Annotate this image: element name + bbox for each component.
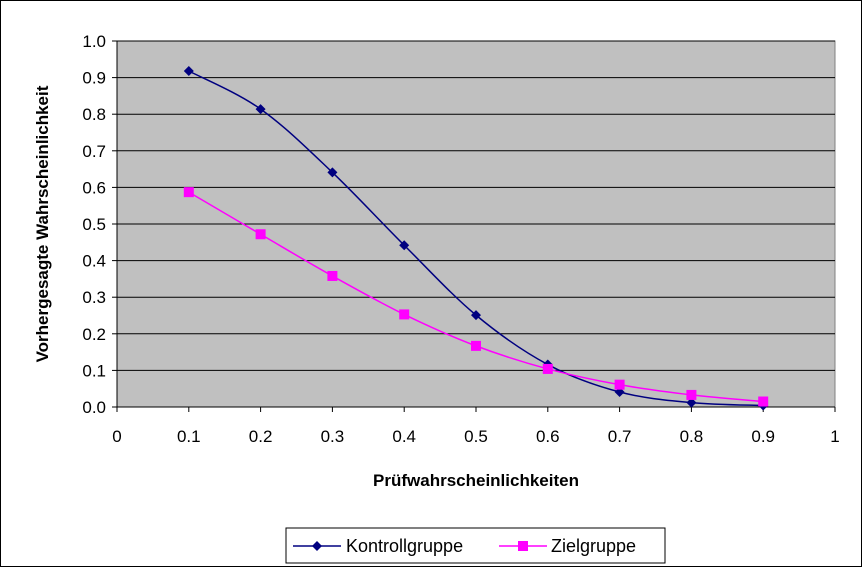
- series-line-kontrollgruppe: [188, 70, 764, 407]
- data-point-kontrollgruppe: [255, 104, 266, 115]
- x-tick-label: 0.4: [392, 427, 416, 446]
- data-point-zielgruppe: [399, 309, 410, 320]
- data-point-kontrollgruppe: [686, 397, 697, 408]
- x-tick-label: 0.6: [536, 427, 560, 446]
- x-tick-label: 0.5: [464, 427, 488, 446]
- x-tick-label: 0.7: [608, 427, 632, 446]
- y-tick-label: 0.5: [82, 215, 106, 234]
- grid-lines: [117, 40, 835, 371]
- data-point-kontrollgruppe: [399, 240, 410, 251]
- data-point-zielgruppe: [327, 270, 338, 281]
- data-point-zielgruppe: [758, 396, 769, 407]
- legend-box: [285, 527, 666, 564]
- legend-marker-zielgruppe: [518, 541, 528, 551]
- x-tick-label: 0.1: [177, 427, 201, 446]
- x-tick-label: 0.3: [321, 427, 345, 446]
- y-tick-label: 0.6: [82, 178, 106, 197]
- y-tick-label: 0.0: [82, 398, 106, 417]
- data-point-zielgruppe: [255, 229, 266, 240]
- legend-label-zielgruppe: Zielgruppe: [551, 536, 636, 556]
- y-axis-title: Vorhergesagte Wahrscheinlichkeit: [33, 85, 52, 362]
- y-tick-label: 0.8: [82, 105, 106, 124]
- y-tick-label: 0.9: [82, 69, 106, 88]
- data-point-zielgruppe: [183, 187, 194, 198]
- legend-marker-kontrollgruppe: [312, 541, 322, 551]
- data-point-zielgruppe: [471, 340, 481, 351]
- data-point-zielgruppe: [686, 389, 697, 400]
- series-layer: [183, 66, 769, 411]
- data-point-kontrollgruppe: [327, 167, 338, 178]
- x-axis-title: Prüfwahrscheinlichkeiten: [373, 471, 579, 490]
- axes: 0.0 0.1 0.2 0.3 0.4 0.5 0.6 0.7 0.8 0.9 1.0 0 0.1 0.2…: [82, 32, 839, 446]
- data-point-zielgruppe: [614, 379, 625, 390]
- y-tick-label: 0.7: [82, 142, 106, 161]
- x-tick-label: 1: [830, 427, 839, 446]
- data-point-zielgruppe: [542, 363, 553, 374]
- data-point-kontrollgruppe: [471, 310, 481, 321]
- x-tick-label: 0: [112, 427, 121, 446]
- y-tick-label: 0.1: [82, 361, 106, 380]
- y-tick-label: 0.4: [82, 252, 106, 271]
- y-tick-label: 0.3: [82, 288, 106, 307]
- legend: Kontrollgruppe Zielgruppe: [285, 527, 666, 564]
- x-tick-label: 0.8: [680, 427, 704, 446]
- x-tick-label: 0.9: [751, 427, 775, 446]
- y-tick-label: 1.0: [82, 32, 106, 51]
- data-point-kontrollgruppe: [183, 66, 194, 77]
- y-tick-label: 0.2: [82, 325, 106, 344]
- x-tick-label: 0.2: [249, 427, 273, 446]
- legend-label-kontrollgruppe: Kontrollgruppe: [346, 536, 463, 556]
